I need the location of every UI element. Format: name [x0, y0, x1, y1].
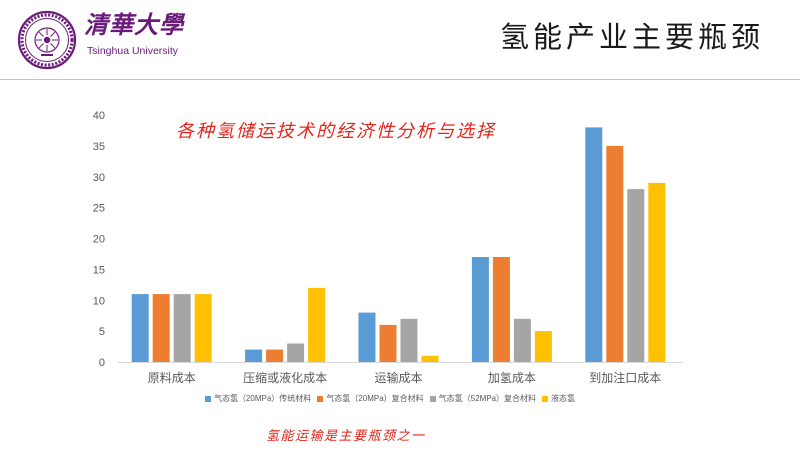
legend-swatch [542, 396, 549, 402]
x-category-label: 到加注口成本 [589, 370, 661, 385]
chart-title: 各种氢储运技术的经济性分析与选择 [176, 121, 496, 142]
legend-swatch [317, 396, 324, 402]
header-divider [0, 79, 800, 80]
legend-item: 气态氢（20MPa）复合材料 [317, 393, 424, 405]
bar-series-1-category-3 [358, 312, 376, 362]
bar-series-1-category-4 [471, 257, 489, 362]
x-category-label: 加氢成本 [488, 370, 536, 385]
university-name-english: Tsinghua University [87, 45, 179, 57]
x-category-label: 运输成本 [374, 370, 422, 385]
chart-legend: 气态氢（20MPa）传统材料 气态氢（20MPa）复合材料 气态氢（52MPa）复合… [170, 393, 610, 405]
x-category-label: 压缩或液化成本 [243, 370, 327, 385]
university-name-calligraphy: 清華大學 [84, 10, 184, 39]
y-tick-label: 40 [93, 110, 105, 122]
y-tick-label: 35 [93, 141, 105, 153]
y-tick-label: 25 [93, 203, 105, 215]
y-tick-label: 30 [93, 172, 105, 184]
legend-item: 液态氢 [542, 393, 575, 405]
legend-label: 液态氢 [551, 394, 576, 403]
bar-series-3-category-2 [287, 343, 305, 362]
y-tick-label: 10 [93, 295, 105, 307]
legend-label: 气态氢（20MPa）传统材料 [213, 394, 312, 403]
bar-series-4-category-3 [421, 355, 439, 362]
bar-series-3-category-1 [173, 294, 191, 362]
bar-series-4-category-2 [308, 287, 326, 362]
bar-series-4-category-1 [194, 294, 212, 362]
bar-series-3-category-5 [627, 189, 645, 362]
legend-label: 气态氢（52MPa）复合材料 [438, 394, 537, 403]
y-tick-label: 5 [99, 326, 105, 338]
legend-item: 气态氢（20MPa）传统材料 [204, 393, 312, 405]
bar-series-4-category-5 [648, 182, 666, 362]
bar-series-3-category-3 [400, 318, 418, 362]
bar-series-1-category-5 [585, 127, 603, 363]
y-tick-label: 20 [93, 234, 105, 246]
bar-series-3-category-4 [513, 318, 531, 362]
footer-note: 氢能运输是主要瓶颈之一 [266, 429, 426, 444]
y-tick-label: 15 [93, 264, 105, 276]
legend-item: 气态氢（52MPa）复合材料 [429, 393, 537, 405]
legend-swatch [204, 396, 211, 402]
bar-series-1-category-2 [245, 349, 263, 362]
slide-title: 氢能产业主要瓶颈 [500, 20, 765, 54]
x-category-label: 原料成本 [148, 371, 196, 385]
bar-series-1-category-1 [131, 294, 149, 362]
bar-series-2-category-5 [606, 145, 624, 362]
bar-series-2-category-1 [152, 294, 170, 362]
bar-series-2-category-3 [379, 324, 397, 362]
y-tick-label: 0 [99, 357, 105, 369]
university-seal-logo [17, 10, 77, 70]
bar-series-4-category-4 [534, 331, 552, 362]
legend-swatch [429, 396, 436, 402]
bar-series-2-category-4 [492, 257, 510, 362]
bar-series-2-category-2 [266, 349, 284, 362]
legend-label: 气态氢（20MPa）复合材料 [326, 394, 424, 403]
